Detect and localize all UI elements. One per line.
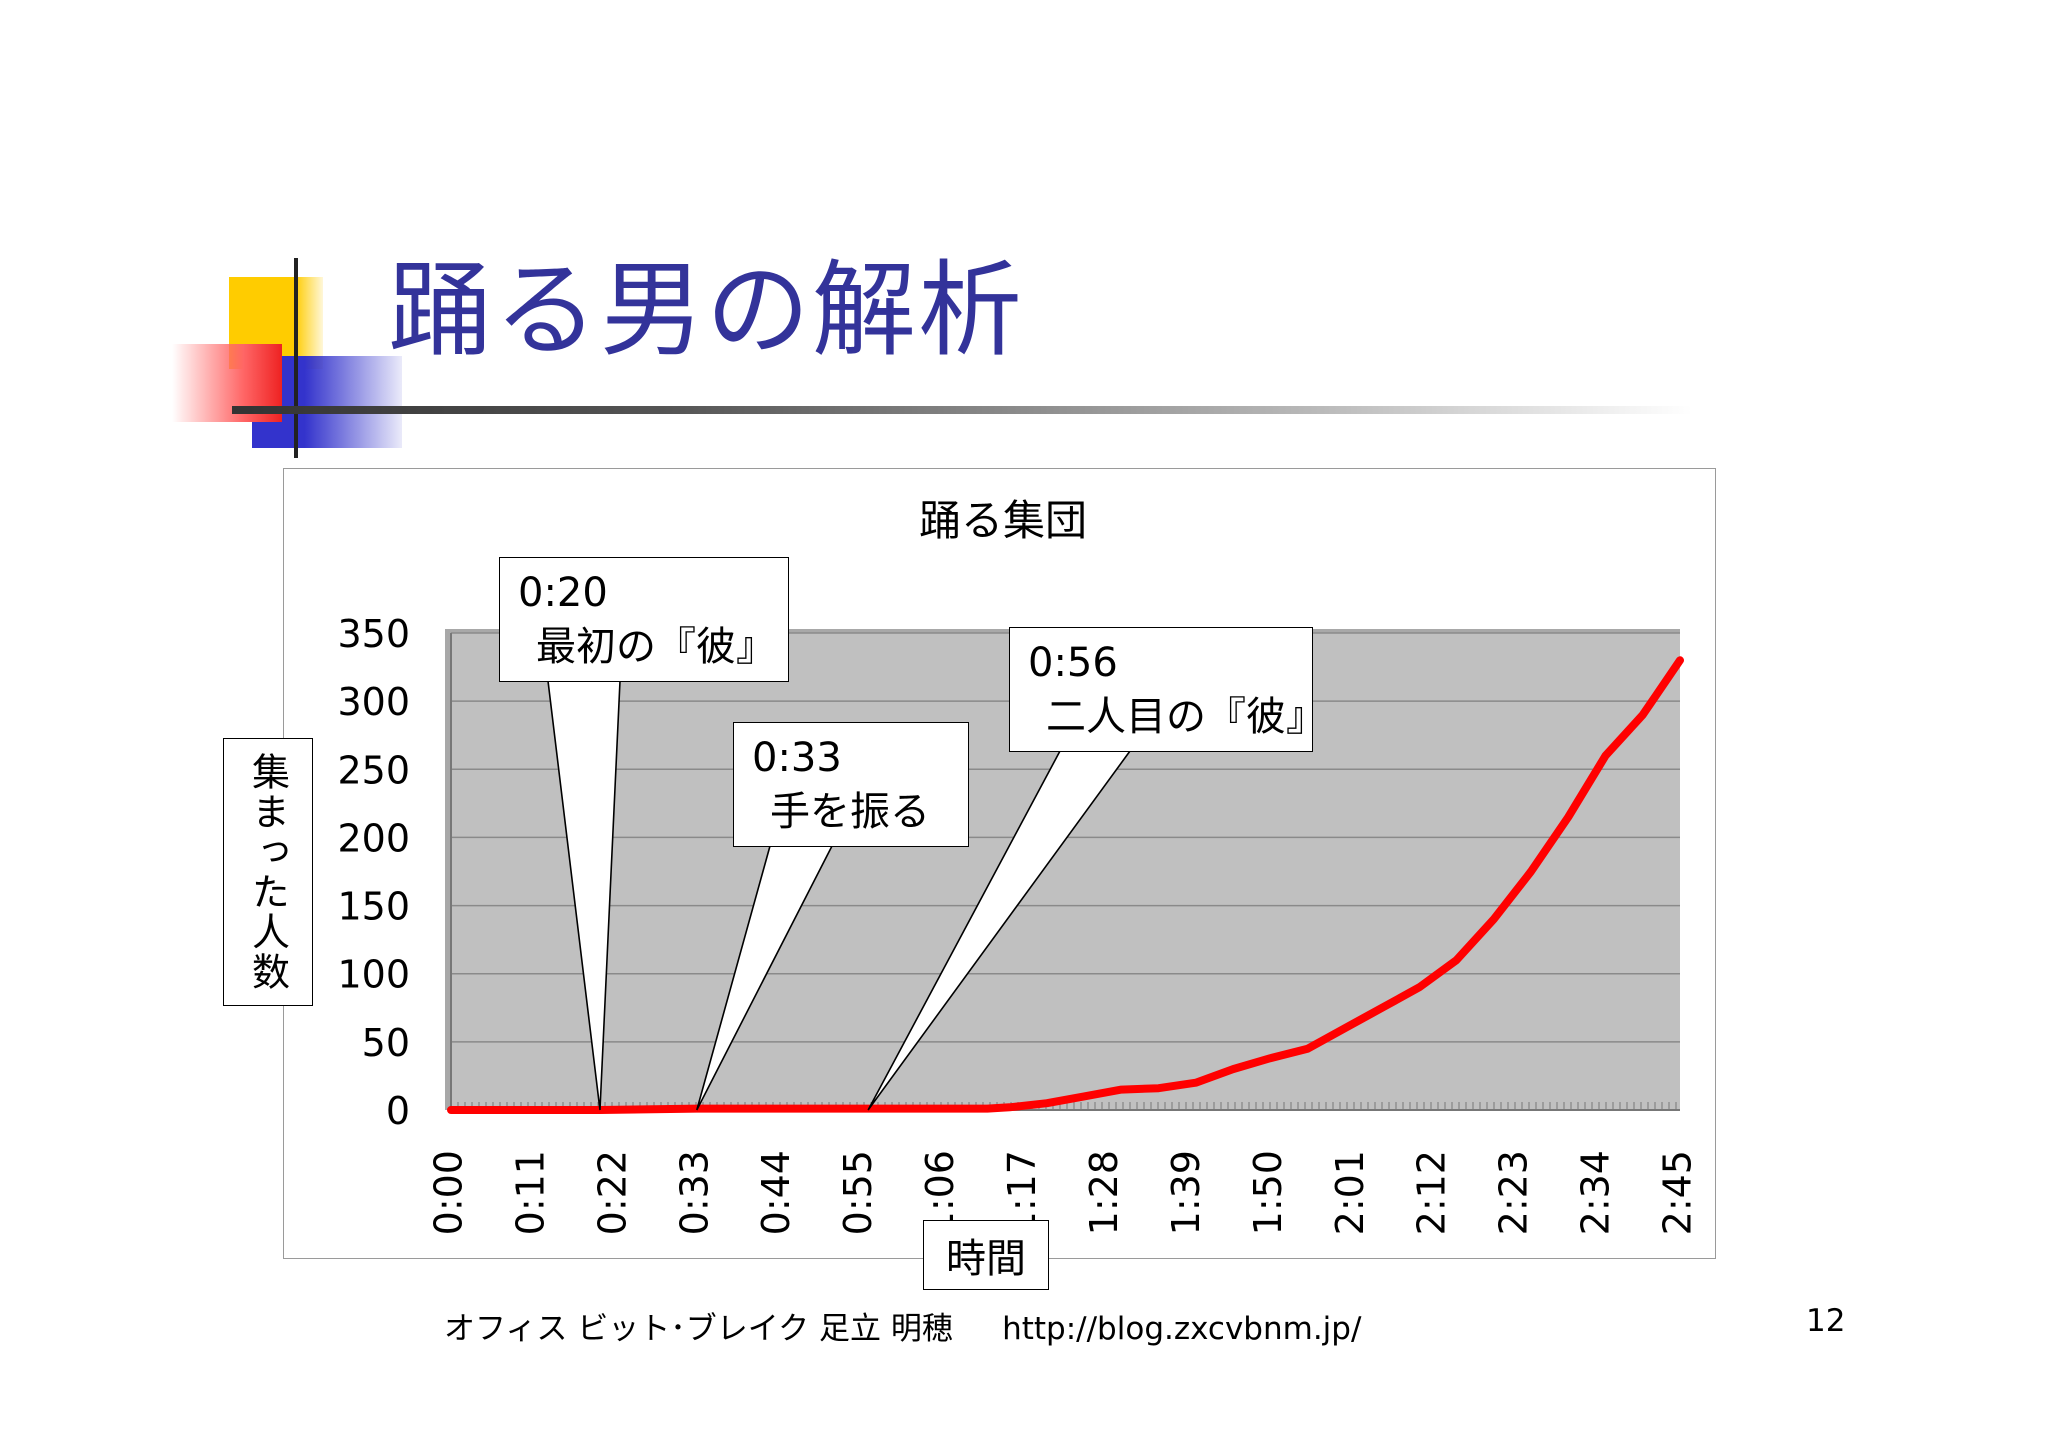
deco-vertical-line (294, 258, 298, 458)
annotation-line: 最初の『彼』 (536, 624, 776, 670)
x-tick-label: 1:28 (1082, 1150, 1126, 1235)
chart-title: 踊る集団 (919, 496, 1087, 545)
y-axis-label: 集まった人数 (223, 738, 313, 1006)
annotation-line: 0:20 (518, 570, 608, 616)
y-tick-label: 150 (337, 885, 410, 929)
title-underline (232, 406, 1692, 414)
x-tick-label: 1:50 (1246, 1150, 1290, 1235)
annotation-line: 0:33 (752, 735, 842, 781)
x-tick-label: 0:22 (590, 1150, 634, 1235)
footer-credit: オフィス ビット･ブレイク 足立 明穂 http://blog.zxcvbnm.… (444, 1311, 1362, 1347)
x-tick-label: 2:34 (1574, 1150, 1618, 1235)
annotation-callout: 0:20 最初の『彼』 (499, 557, 789, 682)
annotation-line: 手を振る (770, 789, 930, 835)
x-tick-label: 2:12 (1410, 1150, 1454, 1235)
series-line (447, 656, 1684, 1114)
x-tick-label: 0:00 (427, 1150, 471, 1235)
annotation-callout: 0:56 二人目の『彼』 (1009, 627, 1326, 752)
x-axis-label: 時間 (923, 1220, 1049, 1290)
annotation-callout: 0:33 手を振る (733, 722, 969, 847)
x-tick-label: 2:23 (1492, 1150, 1536, 1235)
annotation-line: 0:56 (1028, 640, 1118, 686)
x-tick-label: 0:33 (672, 1150, 716, 1235)
y-tick-label: 250 (337, 748, 410, 792)
y-axis-label-text: 集まった人数 (245, 752, 290, 992)
x-tick-label: 2:01 (1328, 1150, 1372, 1235)
x-tick-label: 0:11 (508, 1150, 552, 1235)
page-number: 12 (1806, 1303, 1846, 1339)
x-tick-label: 0:44 (754, 1150, 798, 1235)
y-tick-label: 0 (386, 1089, 410, 1133)
y-tick-label: 350 (337, 612, 410, 656)
slide-title: 踊る男の解析 (388, 249, 1025, 371)
annotation-line: 二人目の『彼』 (1046, 694, 1326, 740)
x-tick-label: 0:55 (836, 1150, 880, 1235)
y-tick-label: 100 (337, 953, 410, 997)
y-tick-label: 300 (337, 680, 410, 724)
x-tick-label: 2:45 (1656, 1150, 1700, 1235)
x-tick-label: 1:39 (1164, 1150, 1208, 1235)
y-tick-label: 200 (337, 816, 410, 860)
x-axis-label-text: 時間 (946, 1236, 1026, 1282)
y-tick-label: 50 (362, 1021, 410, 1065)
